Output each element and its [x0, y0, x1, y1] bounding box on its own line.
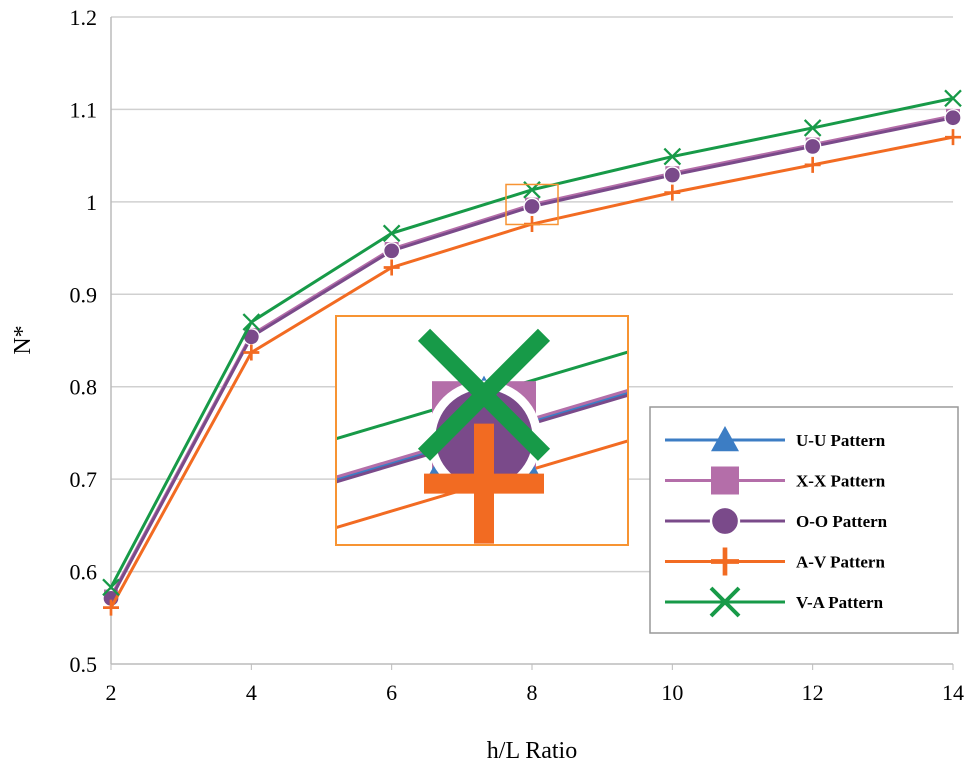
data-point	[382, 224, 401, 243]
data-point	[102, 578, 120, 597]
legend-item: A-V Pattern	[665, 547, 885, 576]
y-tick-label: 1.2	[70, 5, 98, 30]
legend-item: X-X Pattern	[665, 466, 886, 495]
y-tick-label: 0.8	[70, 375, 98, 400]
legend-marker-icon	[709, 586, 741, 618]
data-point	[803, 119, 822, 137]
x-tick-label: 6	[386, 680, 397, 705]
x-tick-label: 8	[527, 680, 538, 705]
legend-label: U-U Pattern	[796, 431, 886, 450]
data-point	[103, 599, 119, 616]
legend-label: X-X Pattern	[796, 472, 886, 491]
zoom-region-box	[505, 183, 559, 226]
legend-label: O-O Pattern	[796, 512, 888, 531]
zoom-inset	[335, 315, 629, 546]
data-point	[663, 166, 681, 184]
legend-marker-icon	[711, 426, 739, 452]
data-point	[383, 259, 400, 276]
data-point	[242, 313, 261, 331]
data-point	[944, 89, 962, 108]
data-point	[804, 156, 821, 173]
data-point	[523, 197, 541, 216]
legend-item: O-O Pattern	[665, 505, 888, 537]
data-point	[382, 242, 401, 260]
inset-marker	[424, 423, 544, 544]
x-tick-label: 14	[942, 680, 964, 705]
x-tick-label: 10	[661, 680, 683, 705]
series-v-a-pattern	[102, 89, 962, 597]
inset-marker	[417, 328, 551, 461]
data-point	[663, 147, 682, 166]
x-axis-label: h/L Ratio	[487, 738, 577, 764]
x-tick-label: 4	[246, 680, 257, 705]
y-axis-label: N*	[10, 325, 36, 354]
legend-marker-icon	[709, 505, 741, 537]
x-tick-label: 2	[106, 680, 117, 705]
data-point	[243, 344, 260, 361]
data-point	[804, 137, 822, 156]
legend: U-U Pattern X-X Pattern O-O Pattern A-V Pat…	[649, 406, 959, 634]
data-point	[944, 109, 962, 127]
y-tick-label: 0.5	[70, 652, 98, 677]
y-tick-label: 1	[86, 190, 97, 215]
y-tick-label: 0.7	[70, 467, 98, 492]
data-point	[945, 129, 961, 146]
y-tick-label: 1.1	[70, 97, 98, 122]
legend-item: V-A Pattern	[665, 586, 884, 618]
y-tick-label: 0.6	[70, 560, 98, 585]
series-o-o-pattern	[102, 109, 962, 608]
y-tick-label: 0.9	[70, 282, 98, 307]
legend-marker-icon	[711, 466, 739, 495]
legend-marker-icon	[711, 547, 739, 576]
legend-label: A-V Pattern	[796, 553, 885, 572]
x-tick-label: 12	[802, 680, 824, 705]
legend-item: U-U Pattern	[665, 426, 886, 452]
legend-label: V-A Pattern	[796, 593, 884, 612]
data-point	[664, 184, 681, 201]
